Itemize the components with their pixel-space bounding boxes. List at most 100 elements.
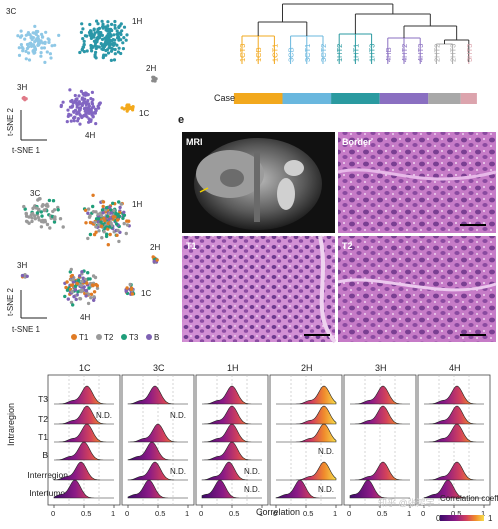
tsne-point <box>80 103 84 107</box>
tsne-point <box>21 49 25 53</box>
ridge-density <box>424 405 484 425</box>
tsne-sample-point <box>152 259 156 264</box>
ridge-x-tick-label: 0 <box>273 509 277 518</box>
tsne-point <box>26 45 31 49</box>
tsne-point <box>96 27 100 31</box>
mri-image <box>182 132 335 233</box>
histology-grid: MRI Border T1 T2 <box>182 132 497 344</box>
tsne-point <box>79 89 83 93</box>
tsne-sample-point <box>37 197 41 201</box>
tsne-point <box>109 58 113 63</box>
tsne-point <box>101 56 105 60</box>
tsne-sample-point <box>39 225 44 229</box>
tsne-sample-point <box>29 213 33 217</box>
dendrogram-leaf-label: 3CB <box>287 47 296 62</box>
tsne-point <box>46 37 50 41</box>
tsne-sample-point <box>71 277 75 281</box>
tsne-sample-point <box>106 243 111 247</box>
ridge-column: 1C 0 0.5 1 <box>47 363 121 518</box>
tsne-point <box>87 117 91 121</box>
tsne-point <box>131 108 135 112</box>
ridge-x-tick-label: 1 <box>481 509 485 518</box>
tsne-sample-point <box>87 292 91 296</box>
tsne-point <box>80 97 84 101</box>
dendrogram-leaf-label: 1HT1 <box>351 44 360 62</box>
tsne-point <box>82 93 86 97</box>
tsne-sample-point <box>84 294 88 298</box>
tsne-sample-point <box>107 225 112 229</box>
tsne-point <box>76 117 80 121</box>
tsne-point <box>59 104 63 109</box>
tsne-sample-point <box>84 288 89 293</box>
tsne-point <box>124 38 128 42</box>
tsne-sample-point <box>91 193 95 197</box>
ridge-row-label: T3 <box>38 394 48 404</box>
ridge-density <box>202 441 262 461</box>
tsne-point <box>113 47 117 52</box>
sample-legend: T1 T2 T3 B <box>71 333 159 342</box>
tsne-sample-point <box>95 286 100 290</box>
ridge-row-label: B <box>42 450 48 460</box>
tsne-point <box>111 42 115 47</box>
tsne-point <box>93 53 97 57</box>
ridge-density <box>127 385 188 405</box>
tsne-point <box>122 36 126 40</box>
tsne-sample-point <box>40 214 44 218</box>
tsne-sample-point <box>88 214 92 218</box>
tsne-point <box>119 51 123 56</box>
tsne-point <box>80 115 84 120</box>
tsne-sample-point <box>69 274 74 278</box>
tsne-point <box>121 41 125 45</box>
tsne2-x-label: t-SNE 1 <box>12 325 41 334</box>
tsne-point <box>100 19 104 23</box>
tsne-sample-point <box>88 277 92 281</box>
tsne-sample-point <box>40 218 45 222</box>
tsne-sample-point <box>92 295 96 299</box>
tsne-point <box>113 52 117 56</box>
tsne-sample-point <box>101 204 105 209</box>
tsne-point <box>117 38 121 42</box>
t1-image <box>182 235 337 344</box>
tsne-sample-point <box>102 216 106 221</box>
tsne-sample-point <box>40 204 44 208</box>
tsne-sample-point <box>108 205 112 209</box>
tsne-point <box>106 51 111 55</box>
tsne-point <box>78 108 82 112</box>
tsne-point <box>88 22 92 27</box>
ridge-density <box>54 385 114 405</box>
tsne-sample-point <box>125 223 130 227</box>
tsne-point <box>82 50 86 54</box>
tsne-sample-point <box>46 204 50 208</box>
dendrogram-leaf-label: 1CT1 <box>270 44 279 62</box>
tsne-sample-point <box>58 217 63 221</box>
tsne-sample-point <box>125 219 129 223</box>
tsne-point <box>113 38 117 42</box>
dendrogram-leaf-label: 3CT2 <box>319 44 328 62</box>
tsne-point <box>110 22 114 26</box>
tsne-point <box>73 99 77 103</box>
ridge-density <box>127 461 188 481</box>
tsne-sample-point <box>80 270 84 274</box>
tsne-sample-point <box>89 296 93 300</box>
ridge-density <box>54 405 114 425</box>
tsne-point <box>115 32 119 36</box>
tsne-sample-point <box>100 208 105 212</box>
tsne-point <box>115 29 119 33</box>
tsne-point <box>80 22 84 26</box>
nd-label: N.D. <box>96 411 112 420</box>
ridge-density <box>276 423 337 443</box>
tsne-sample-point <box>94 217 99 221</box>
cluster-label-3c: 3C <box>6 7 16 16</box>
ridge-x-tick-label: 1 <box>407 509 411 518</box>
cluster-label-4h: 4H <box>85 131 95 140</box>
dendrogram-leaf-label: 2HT2 <box>432 44 441 62</box>
case-bar-segment <box>331 93 380 104</box>
tsne-point <box>39 51 43 55</box>
tsne-point <box>122 25 127 29</box>
nd-label: N.D. <box>244 485 260 494</box>
tsne-sample-point <box>71 283 75 287</box>
dendrogram-panel: 1CT3 1CB 1CT1 3CB 3CT1 3CT2 1HT2 1HT1 1HT3 4HB 4HT… <box>212 0 498 112</box>
ridge-density <box>276 461 337 481</box>
tsne-point <box>36 42 41 46</box>
tsne-sample-point <box>79 283 84 288</box>
